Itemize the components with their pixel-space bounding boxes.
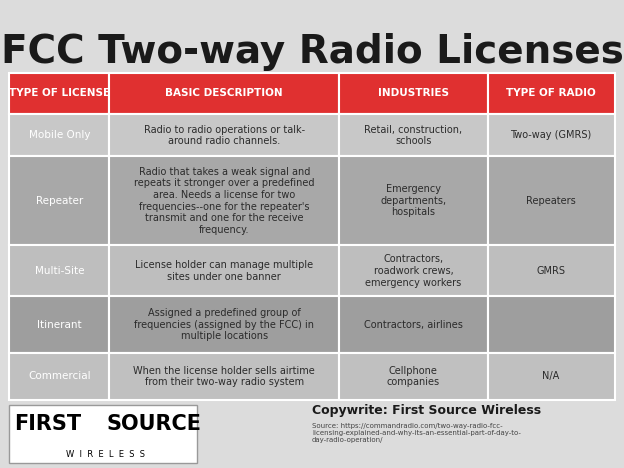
Text: BASIC DESCRIPTION: BASIC DESCRIPTION <box>165 88 283 98</box>
Text: Repeaters: Repeaters <box>526 196 576 206</box>
Text: Cellphone
companies: Cellphone companies <box>387 366 440 388</box>
Text: Commercial: Commercial <box>28 372 90 381</box>
Text: Repeater: Repeater <box>36 196 83 206</box>
Text: Two-way (GMRS): Two-way (GMRS) <box>510 130 592 140</box>
Text: Assigned a predefined group of
frequencies (assigned by the FCC) in
multiple loc: Assigned a predefined group of frequenci… <box>134 308 314 341</box>
Text: License holder can manage multiple
sites under one banner: License holder can manage multiple sites… <box>135 260 313 282</box>
Text: Source: https://commandradio.com/two-way-radio-fcc-
licensing-explained-and-why-: Source: https://commandradio.com/two-way… <box>312 423 521 443</box>
Text: Mobile Only: Mobile Only <box>29 130 90 140</box>
Text: Itinerant: Itinerant <box>37 320 82 329</box>
Text: INDUSTRIES: INDUSTRIES <box>378 88 449 98</box>
Text: N/A: N/A <box>542 372 560 381</box>
Text: FIRST: FIRST <box>14 414 82 433</box>
Text: Contractors, airlines: Contractors, airlines <box>364 320 463 329</box>
Text: FCC Two-way Radio Licenses: FCC Two-way Radio Licenses <box>1 33 623 71</box>
Text: Radio to radio operations or talk-
around radio channels.: Radio to radio operations or talk- aroun… <box>144 124 305 146</box>
Text: SOURCE: SOURCE <box>106 414 201 433</box>
Text: When the license holder sells airtime
from their two-way radio system: When the license holder sells airtime fr… <box>134 366 315 388</box>
Text: Multi-Site: Multi-Site <box>34 266 84 276</box>
Text: Emergency
departments,
hospitals: Emergency departments, hospitals <box>380 184 446 218</box>
Text: Contractors,
roadwork crews,
emergency workers: Contractors, roadwork crews, emergency w… <box>365 254 462 287</box>
Text: TYPE OF RADIO: TYPE OF RADIO <box>506 88 596 98</box>
Text: W  I  R  E  L  E  S  S: W I R E L E S S <box>66 450 145 460</box>
Text: Radio that takes a weak signal and
repeats it stronger over a predefined
area. N: Radio that takes a weak signal and repea… <box>134 167 314 235</box>
Text: Copywrite: First Source Wireless: Copywrite: First Source Wireless <box>312 404 541 417</box>
Text: TYPE OF LICENSE: TYPE OF LICENSE <box>9 88 110 98</box>
Text: Retail, construction,
schools: Retail, construction, schools <box>364 124 462 146</box>
Text: GMRS: GMRS <box>537 266 565 276</box>
